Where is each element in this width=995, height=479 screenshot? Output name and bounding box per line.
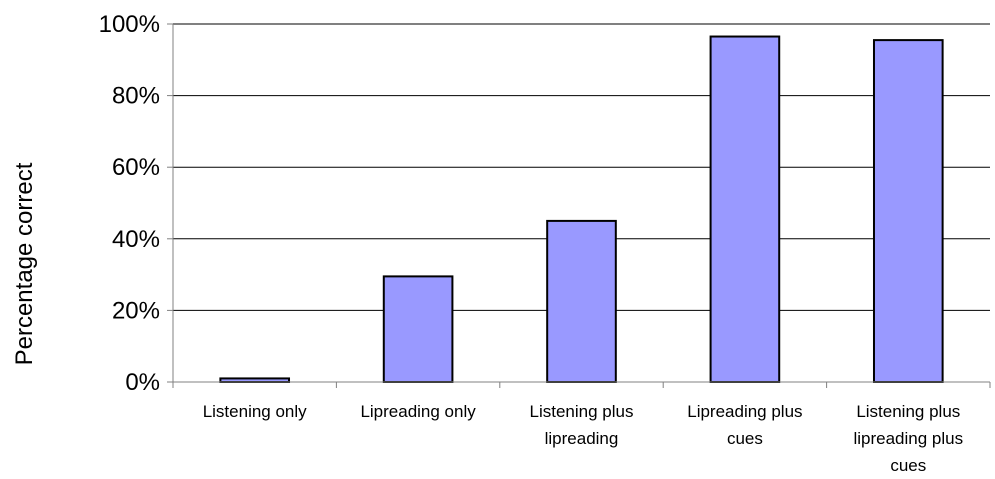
x-category-label: Listening only [203,402,307,421]
x-category-label: Lipreading plus cues [687,402,802,448]
y-tick-label: 80% [112,83,160,110]
axes [167,23,991,388]
y-tick-labels: 0% 20% 40% 60% 80% 100% [99,11,160,396]
gridlines [173,23,990,311]
x-category-label-line: Lipreading only [360,402,476,421]
x-category-label: Listening plus lipreading [530,402,634,448]
y-tick-label: 0% [125,369,160,396]
x-category-label: Lipreading only [360,402,476,421]
y-tick-label: 100% [99,11,160,38]
y-tick-label: 40% [112,226,160,253]
x-category-label-line: lipreading plus [853,429,963,448]
x-category-label: Listening plus lipreading plus cues [853,402,963,475]
bar [872,39,944,384]
bar [546,219,617,383]
bar [709,35,781,383]
x-category-labels: Listening only Lipreading only Listening p… [203,402,963,475]
x-category-label-line: cues [727,429,763,448]
x-category-label-line: Listening only [203,402,307,421]
x-category-label-line: Listening plus [856,402,960,421]
y-tick-label: 60% [112,154,160,181]
bar [382,275,454,384]
x-category-label-line: lipreading [545,429,619,448]
x-category-label-line: cues [890,456,926,475]
y-axis-label: Percentage correct [11,162,38,365]
bars [219,35,944,384]
y-tick-label: 20% [112,297,160,324]
bar [219,377,291,384]
x-category-label-line: Listening plus [530,402,634,421]
x-category-label-line: Lipreading plus [687,402,802,421]
